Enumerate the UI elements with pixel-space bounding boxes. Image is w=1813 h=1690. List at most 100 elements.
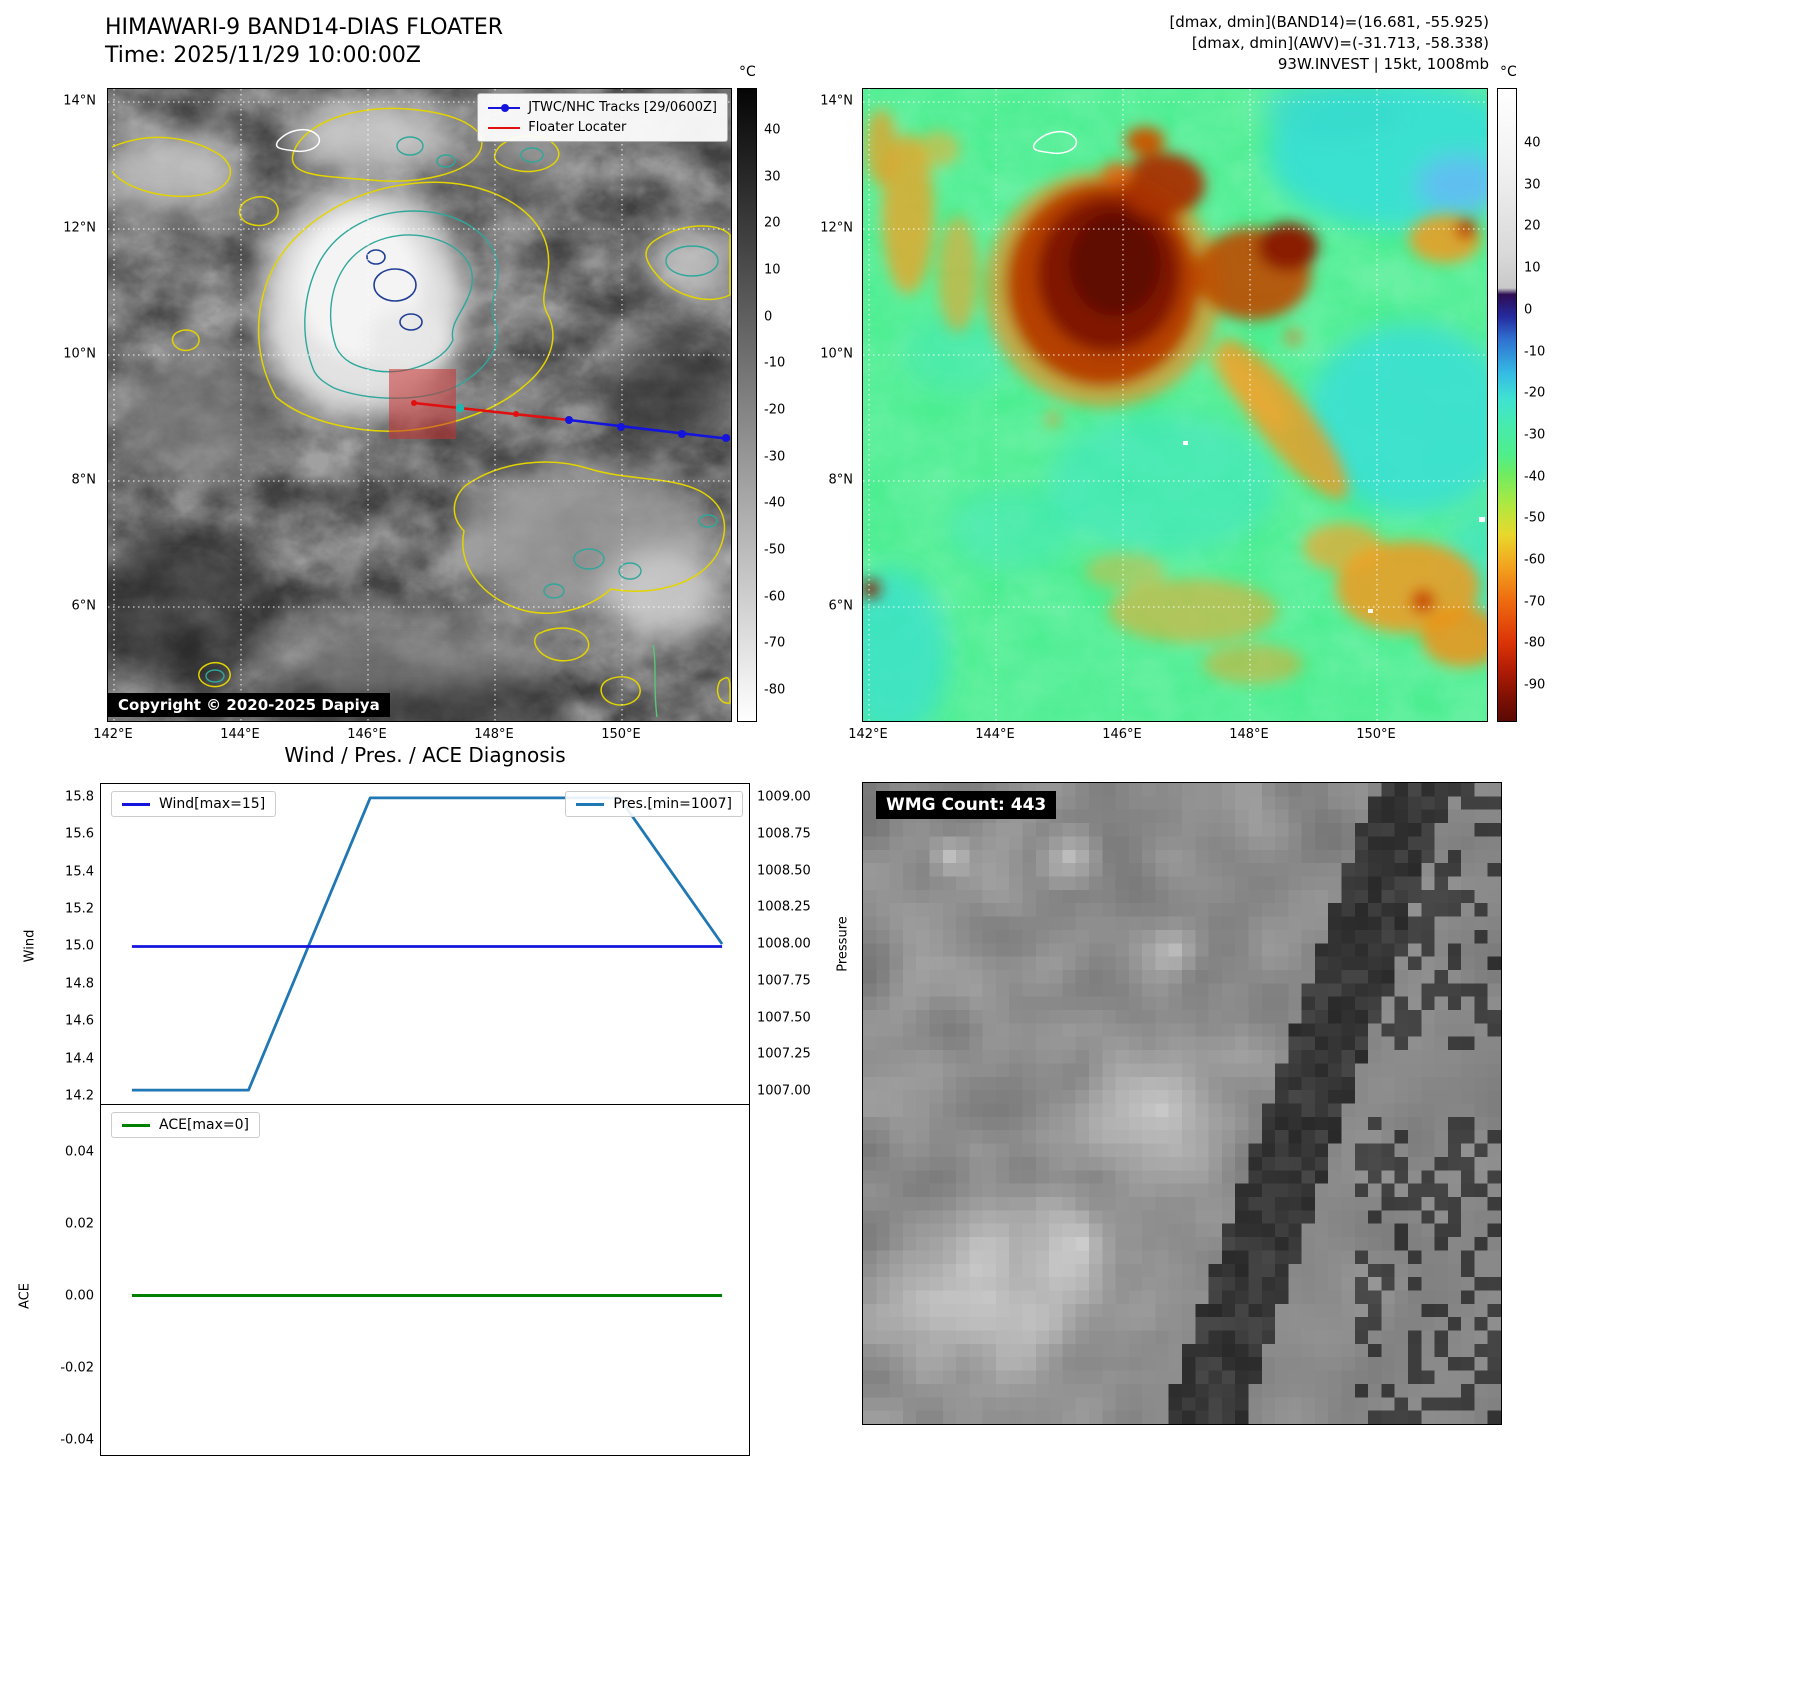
band14-satellite-render xyxy=(108,89,731,721)
bright-cdo xyxy=(298,215,448,369)
colorbar-tick: -80 xyxy=(764,682,786,698)
lon-tick: 150°E xyxy=(601,727,641,742)
lat-tick: 10°N xyxy=(820,346,853,362)
legend-item-floater-locater: Floater Locater xyxy=(488,120,717,135)
wind-axis-label: Wind xyxy=(22,929,38,963)
wind-tick: 15.8 xyxy=(65,789,94,805)
colorbar-tick: -60 xyxy=(764,589,786,605)
wind-tick: 14.4 xyxy=(65,1051,94,1067)
lat-tick: 12°N xyxy=(63,220,96,236)
awv-colorbar xyxy=(1497,88,1517,722)
pressure-line-sample xyxy=(576,802,605,806)
colorbar-unit: °C xyxy=(739,64,756,80)
white-pixel xyxy=(1479,517,1485,522)
wmg-microwave-image xyxy=(863,783,1501,1424)
map-legend: JTWC/NHC Tracks [29/0600Z] Floater Locat… xyxy=(477,93,728,142)
colorbar-tick: 10 xyxy=(764,262,781,278)
graticule-grid xyxy=(863,89,1487,721)
pressure-tick: 1008.00 xyxy=(757,936,811,952)
lon-tick: 148°E xyxy=(474,727,514,742)
colorbar-tick: -80 xyxy=(1524,635,1546,651)
colorbar-tick: 30 xyxy=(1524,177,1541,193)
colorbar-tick: -10 xyxy=(764,355,786,371)
lat-tick: 14°N xyxy=(820,93,853,109)
awv-satellite-render xyxy=(863,89,1487,721)
pressure-tick: 1008.25 xyxy=(757,899,811,915)
white-contour xyxy=(275,129,321,153)
track-line-sample xyxy=(488,104,521,112)
graticule-grid xyxy=(108,89,731,721)
invest-status: 93W.INVEST | 15kt, 1008mb xyxy=(1277,55,1489,73)
colorbar-tick: 0 xyxy=(1524,302,1533,318)
lon-tick: 150°E xyxy=(1356,727,1396,742)
ace-legend-label: ACE[max=0] xyxy=(159,1117,250,1133)
copyright-badge: Copyright © 2020-2025 Dapiya xyxy=(108,693,390,717)
ace-chart: ACE[max=0] xyxy=(100,1105,750,1456)
white-contour xyxy=(1032,131,1078,155)
warm-convection-regions xyxy=(863,109,1487,684)
wind-tick: 15.6 xyxy=(65,826,94,842)
lat-tick: 10°N xyxy=(63,346,96,362)
colorbar-tick: -40 xyxy=(764,495,786,511)
colorbar-tick: -20 xyxy=(1524,385,1546,401)
ace-legend: ACE[max=0] xyxy=(111,1112,261,1138)
pressure-line xyxy=(131,796,724,1092)
band14-map-image: JTWC/NHC Tracks [29/0600Z] Floater Locat… xyxy=(107,88,732,722)
colorbar-tick: 0 xyxy=(764,309,773,325)
pressure-legend: Pres.[min=1007] xyxy=(565,791,743,817)
awv-panel-header: [dmax, dmin](BAND14)=(16.681, -55.925) [… xyxy=(1169,12,1489,75)
colorbar-tick: -50 xyxy=(1524,510,1546,526)
lat-tick: 6°N xyxy=(828,598,854,614)
white-pixel xyxy=(1183,441,1188,445)
lon-tick: 144°E xyxy=(975,727,1015,742)
pressure-tick: 1007.00 xyxy=(757,1083,811,1099)
band14-panel-title: HIMAWARI-9 BAND14-DIAS FLOATER Time: 202… xyxy=(105,14,503,70)
wind-legend: Wind[max=15] xyxy=(111,791,277,817)
ace-tick: 0.00 xyxy=(65,1288,94,1304)
pressure-tick: 1008.50 xyxy=(757,863,811,879)
wind-legend-label: Wind[max=15] xyxy=(159,796,266,812)
ace-tick: 0.02 xyxy=(65,1216,94,1232)
white-pixel xyxy=(1368,609,1373,613)
pressure-axis-label: Pressure xyxy=(835,916,851,972)
green-contour-mark xyxy=(652,644,658,718)
lon-tick: 142°E xyxy=(848,727,888,742)
lat-tick: 6°N xyxy=(71,598,97,614)
colorbar-tick: 40 xyxy=(764,122,781,138)
wmg-panel: WMG Count: 443 xyxy=(862,782,1502,1425)
colorbar-tick: -50 xyxy=(764,542,786,558)
cold-cyan-regions xyxy=(863,89,1487,721)
band14-time: Time: 2025/11/29 10:00:00Z xyxy=(105,43,421,68)
colorbar-tick: -60 xyxy=(1524,552,1546,568)
wind-pressure-plot xyxy=(131,796,724,1092)
wmg-count-badge: WMG Count: 443 xyxy=(876,791,1057,819)
legend-label: JTWC/NHC Tracks [29/0600Z] xyxy=(528,100,717,115)
wind-tick: 15.4 xyxy=(65,864,94,880)
ace-tick: -0.04 xyxy=(60,1432,94,1448)
band14-colorbar xyxy=(737,88,757,722)
pressure-tick: 1007.50 xyxy=(757,1010,811,1026)
colorbar-unit: °C xyxy=(1500,64,1517,80)
dmax-dmin-band14: [dmax, dmin](BAND14)=(16.681, -55.925) xyxy=(1169,13,1489,31)
colorbar-tick: 20 xyxy=(1524,218,1541,234)
ace-line-sample xyxy=(122,1123,150,1127)
colorbar-tick: -30 xyxy=(764,449,786,465)
lon-tick: 148°E xyxy=(1229,727,1269,742)
lon-tick: 146°E xyxy=(1102,727,1142,742)
colorbar-tick: -90 xyxy=(1524,677,1546,693)
ace-tick: -0.02 xyxy=(60,1360,94,1376)
wind-tick: 15.2 xyxy=(65,901,94,917)
lat-tick: 14°N xyxy=(63,93,96,109)
colorbar-tick: 10 xyxy=(1524,260,1541,276)
colorbar-tick: 20 xyxy=(764,215,781,231)
floater-track-line xyxy=(413,401,570,422)
floater-line-sample xyxy=(488,126,521,129)
lon-tick: 146°E xyxy=(347,727,387,742)
lon-tick: 144°E xyxy=(220,727,260,742)
wind-tick: 14.2 xyxy=(65,1088,94,1104)
colorbar-tick: -20 xyxy=(764,402,786,418)
colorbar-tick: -40 xyxy=(1524,469,1546,485)
pressure-tick: 1007.75 xyxy=(757,973,811,989)
lat-tick: 8°N xyxy=(828,472,854,488)
diagnosis-title: Wind / Pres. / ACE Diagnosis xyxy=(284,743,566,767)
